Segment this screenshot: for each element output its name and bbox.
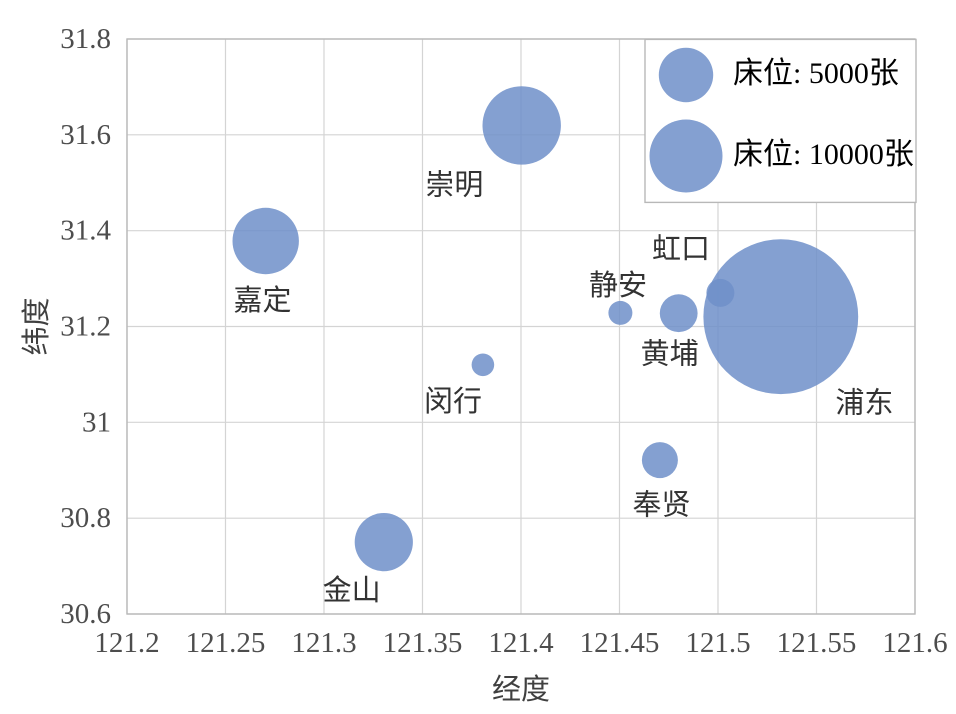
- svg-text:31.8: 31.8: [60, 23, 111, 55]
- svg-text:30.6: 30.6: [60, 598, 111, 630]
- svg-text:浦东: 浦东: [835, 387, 893, 420]
- svg-text:虹口: 虹口: [652, 233, 710, 266]
- svg-text:31.4: 31.4: [60, 215, 111, 247]
- svg-text:30.8: 30.8: [60, 502, 111, 534]
- svg-text:纬度: 纬度: [20, 297, 53, 355]
- svg-text:121.4: 121.4: [488, 627, 554, 659]
- svg-text:121.2: 121.2: [94, 627, 159, 659]
- svg-text:崇明: 崇明: [425, 170, 483, 202]
- svg-text:121.3: 121.3: [291, 627, 356, 659]
- svg-text:121.35: 121.35: [383, 627, 463, 659]
- svg-text:床位: 5000张: 床位: 5000张: [733, 57, 899, 90]
- svg-text:31.2: 31.2: [60, 311, 111, 343]
- svg-text:121.55: 121.55: [777, 627, 857, 659]
- svg-text:奉贤: 奉贤: [632, 488, 690, 521]
- svg-text:金山: 金山: [323, 574, 381, 607]
- svg-text:121.45: 121.45: [580, 627, 660, 659]
- svg-text:经度: 经度: [492, 673, 550, 706]
- svg-text:121.25: 121.25: [186, 627, 266, 659]
- svg-text:121.5: 121.5: [685, 627, 750, 659]
- svg-text:黄埔: 黄埔: [641, 338, 699, 371]
- svg-text:31: 31: [82, 406, 111, 438]
- svg-text:闵行: 闵行: [424, 385, 482, 418]
- svg-text:床位: 10000张: 床位: 10000张: [733, 138, 914, 171]
- svg-text:嘉定: 嘉定: [233, 284, 291, 317]
- svg-text:121.6: 121.6: [882, 627, 947, 659]
- svg-text:31.6: 31.6: [60, 119, 111, 151]
- svg-text:静安: 静安: [589, 269, 647, 302]
